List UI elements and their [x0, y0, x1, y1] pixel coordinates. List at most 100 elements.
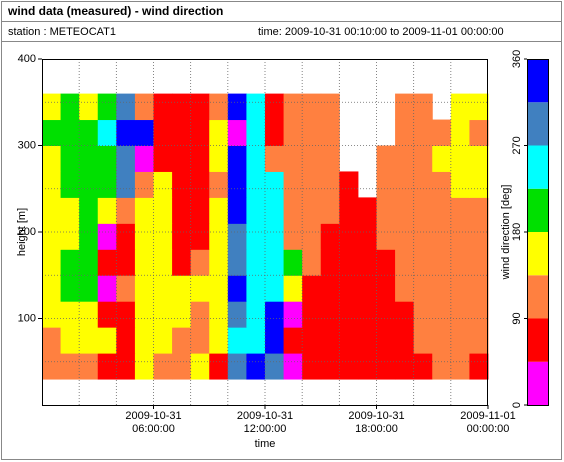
cell — [246, 327, 266, 354]
cell — [116, 197, 136, 224]
cell — [320, 197, 340, 224]
cell — [227, 197, 247, 224]
cell — [302, 301, 322, 328]
cell — [60, 93, 80, 121]
colorbar-tick-label: 90 — [511, 312, 523, 324]
cell — [42, 171, 62, 198]
cell — [283, 93, 303, 121]
cell — [265, 197, 285, 224]
cell — [79, 249, 99, 276]
cell — [60, 223, 80, 250]
cell — [246, 197, 266, 224]
y-tick-label: 200 — [18, 226, 36, 238]
cell — [190, 301, 210, 328]
cell — [376, 197, 396, 224]
cell — [395, 327, 415, 354]
cell — [320, 327, 340, 354]
cell — [395, 249, 415, 276]
cell — [42, 145, 62, 172]
cell — [116, 145, 136, 172]
cell — [469, 353, 489, 380]
cell — [42, 93, 62, 121]
cell — [97, 275, 117, 302]
cell — [79, 93, 99, 121]
cell — [413, 275, 433, 302]
cell — [376, 171, 396, 198]
cell — [172, 353, 192, 380]
cell — [153, 93, 173, 121]
cell — [116, 171, 136, 198]
cell — [339, 223, 359, 250]
colorbar-segment — [527, 102, 548, 146]
cell — [190, 327, 210, 354]
cell — [357, 197, 377, 224]
cell — [116, 301, 136, 328]
cell — [450, 327, 470, 354]
colorbar-tick-label: 270 — [511, 136, 523, 154]
cell — [190, 275, 210, 302]
cell — [469, 223, 489, 250]
cell — [209, 223, 229, 250]
cell — [357, 301, 377, 328]
colorbar-segment — [527, 59, 548, 103]
cell — [60, 327, 80, 354]
cell — [450, 249, 470, 276]
y-tick-label: 100 — [18, 312, 36, 324]
cell — [209, 171, 229, 198]
cell — [79, 275, 99, 302]
cell — [42, 197, 62, 224]
cell — [265, 171, 285, 198]
x-axis-label: time — [255, 438, 276, 450]
cell — [469, 249, 489, 276]
cell — [320, 353, 340, 380]
cell — [395, 93, 415, 121]
cell — [60, 275, 80, 302]
cell — [190, 93, 210, 121]
cell — [134, 249, 154, 276]
cell — [376, 275, 396, 302]
cell — [413, 93, 433, 121]
cell — [97, 197, 117, 224]
cell — [97, 327, 117, 354]
cell — [116, 93, 136, 121]
cell — [265, 145, 285, 172]
cell — [283, 249, 303, 276]
cell — [395, 353, 415, 380]
cell — [209, 275, 229, 302]
cell — [190, 223, 210, 250]
cell — [60, 197, 80, 224]
cell — [432, 171, 452, 198]
cell — [209, 93, 229, 121]
cell — [395, 197, 415, 224]
cell — [153, 223, 173, 250]
cell — [116, 249, 136, 276]
cell — [246, 223, 266, 250]
cell — [357, 249, 377, 276]
cell — [209, 327, 229, 354]
cell — [432, 119, 452, 146]
cell — [283, 327, 303, 354]
cell — [469, 197, 489, 224]
cell — [413, 353, 433, 380]
cell — [79, 171, 99, 198]
cell — [190, 171, 210, 198]
cell — [339, 171, 359, 198]
cell — [320, 249, 340, 276]
cell — [97, 171, 117, 198]
cell — [432, 145, 452, 172]
cell — [450, 275, 470, 302]
cell — [339, 197, 359, 224]
colorbar-segment — [527, 145, 548, 189]
cell — [265, 327, 285, 354]
cell — [172, 327, 192, 354]
cell — [42, 223, 62, 250]
cell — [79, 197, 99, 224]
cell — [265, 275, 285, 302]
cell — [376, 145, 396, 172]
cell — [469, 275, 489, 302]
cell — [320, 275, 340, 302]
title: wind data (measured) - wind direction — [7, 4, 223, 18]
cell — [339, 301, 359, 328]
cell — [376, 301, 396, 328]
cell — [209, 119, 229, 146]
